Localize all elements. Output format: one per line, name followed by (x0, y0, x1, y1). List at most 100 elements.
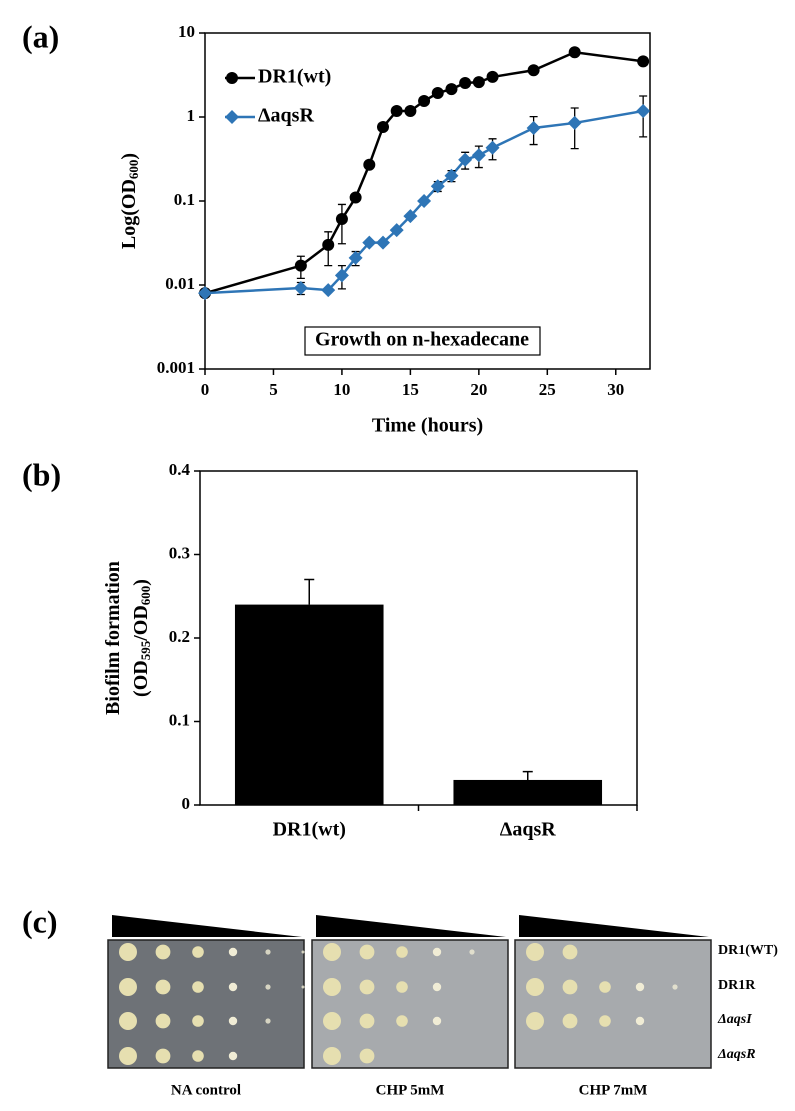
colony-spot (359, 1048, 375, 1064)
point (637, 55, 650, 68)
colony-spot (323, 978, 341, 996)
y-tick-label: 10 (178, 22, 195, 41)
point (321, 283, 336, 298)
text-part: ) (118, 153, 140, 160)
colony-spot (432, 947, 442, 957)
annotation-box (304, 326, 541, 356)
colony-spot (432, 982, 442, 992)
colony-spot (562, 1013, 578, 1029)
point (294, 259, 307, 272)
colony-spot (359, 944, 375, 960)
x-tick-label: 5 (269, 380, 278, 399)
point (458, 152, 473, 167)
colony-spot (599, 981, 611, 993)
y-tick-label: 0.1 (169, 710, 190, 729)
y-axis-label: Log(OD600) (118, 153, 141, 249)
point (349, 191, 362, 204)
plate-label: NA control (171, 1082, 241, 1098)
point (417, 194, 432, 208)
colony-spot (301, 985, 305, 989)
colony-spot (396, 981, 408, 993)
point (485, 140, 500, 155)
colony-spot (155, 979, 171, 995)
colony-spot (635, 982, 645, 992)
colony-spot (228, 947, 238, 957)
point (404, 104, 417, 117)
text-part: (OD (130, 660, 152, 697)
plate-photo (514, 939, 712, 1069)
annotation: Growth on n-hexadecane (315, 329, 529, 351)
point (418, 95, 431, 108)
colony-spot (192, 946, 204, 958)
colony-spot (192, 1015, 204, 1027)
colony-spot (228, 1051, 238, 1061)
y-axis-label: (OD595/OD600) (130, 579, 153, 697)
colony-spot (396, 1015, 408, 1027)
colony-spot (228, 982, 238, 992)
colony-spot (155, 1013, 171, 1029)
strain-label: ΔaqsR (717, 1047, 756, 1062)
colony-spot (562, 944, 578, 960)
colony-spot (323, 1012, 341, 1030)
text-part: 600 (138, 586, 153, 606)
legend-label: ΔaqsR (258, 105, 314, 127)
plate-photo (107, 939, 305, 1069)
point (322, 238, 335, 251)
plate-label: CHP 5mM (376, 1082, 445, 1098)
bar (453, 779, 603, 805)
point (472, 76, 485, 89)
point (526, 120, 541, 135)
colony-spot (635, 1016, 645, 1026)
colony-spot (119, 1047, 137, 1065)
colony-spot (228, 1016, 238, 1026)
point (348, 250, 363, 265)
colony-spot (323, 943, 341, 961)
y-tick-label: 0 (182, 794, 191, 813)
colony-spot (359, 1013, 375, 1029)
colony-spot (155, 1048, 171, 1064)
colony-spot (599, 1015, 611, 1027)
strain-label: ΔaqsI (717, 1012, 752, 1027)
dilution-wedge (519, 915, 709, 937)
point (444, 168, 459, 183)
colony-spot (265, 949, 271, 955)
panel-label: (c) (22, 903, 58, 939)
colony-spot (323, 1047, 341, 1065)
colony-spot (672, 984, 678, 990)
point (335, 213, 348, 226)
colony-spot (155, 944, 171, 960)
point (430, 179, 445, 194)
plate-label: CHP 7mM (579, 1082, 648, 1098)
strain-label: DR1R (718, 978, 756, 993)
point (403, 209, 418, 224)
bar (234, 604, 384, 805)
text-part: Log(OD (118, 179, 140, 249)
legend-marker (226, 72, 238, 84)
colony-spot (562, 979, 578, 995)
x-tick-label: 25 (539, 380, 556, 399)
colony-spot (469, 949, 475, 955)
point (459, 76, 472, 89)
x-tick-label: 30 (607, 380, 624, 399)
colony-spot (526, 943, 544, 961)
text-part: ) (130, 579, 152, 586)
strain-label: DR1(WT) (718, 943, 778, 958)
colony-spot (119, 978, 137, 996)
point (293, 281, 308, 296)
point (568, 46, 581, 59)
dilution-wedge (316, 915, 506, 937)
point (567, 115, 582, 130)
point (198, 286, 212, 301)
legend-label: DR1(wt) (258, 66, 331, 88)
colony-spot (359, 979, 375, 995)
point (389, 223, 404, 238)
point (390, 104, 403, 117)
x-tick-label: 20 (470, 380, 487, 399)
colony-spot (192, 1050, 204, 1062)
point (445, 83, 458, 96)
series-line (204, 50, 644, 295)
x-tick-label: 15 (402, 380, 419, 399)
colony-spot (526, 978, 544, 996)
colony-spot (526, 1012, 544, 1030)
